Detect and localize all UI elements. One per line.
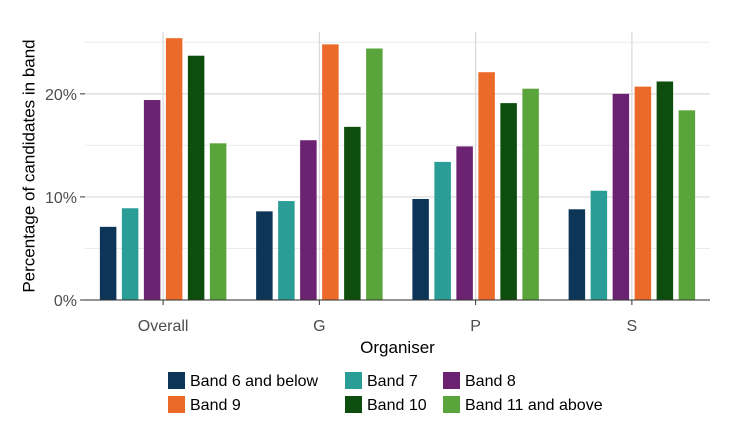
x-tick-label: P xyxy=(470,318,481,335)
bar xyxy=(590,190,608,300)
y-tick-label: 0% xyxy=(54,293,77,310)
bar xyxy=(612,93,630,300)
bar xyxy=(500,103,517,300)
x-tick-label: S xyxy=(627,318,638,335)
bar xyxy=(456,146,473,300)
legend-label: Band 8 xyxy=(465,373,516,390)
bar xyxy=(344,126,361,300)
bar xyxy=(434,161,451,300)
legend: Band 6 and below Band 7 Band 8 Band 9 Band 1… xyxy=(168,372,603,414)
bar xyxy=(412,198,429,300)
legend-swatch xyxy=(443,372,460,389)
bar xyxy=(278,201,295,300)
legend-label: Band 10 xyxy=(367,397,427,414)
bar xyxy=(300,140,317,300)
bar xyxy=(322,44,339,300)
x-tick-label: Overall xyxy=(138,318,189,335)
bar xyxy=(143,100,161,301)
bar xyxy=(568,209,586,300)
bar xyxy=(478,72,495,300)
legend-swatch xyxy=(345,372,362,389)
bars xyxy=(99,38,696,301)
bar xyxy=(99,226,117,300)
y-axis: 0% 10% 20% xyxy=(45,87,85,310)
legend-swatch xyxy=(168,372,185,389)
legend-swatch xyxy=(345,396,362,413)
bar xyxy=(256,211,273,300)
bar xyxy=(121,208,139,300)
bar xyxy=(165,38,183,300)
legend-swatch xyxy=(168,396,185,413)
y-tick-label: 20% xyxy=(45,87,77,104)
bar xyxy=(187,55,205,301)
y-axis-title: Percentage of candidates in band xyxy=(19,39,38,292)
legend-swatch xyxy=(443,396,460,413)
legend-label: Band 7 xyxy=(367,373,418,390)
bar xyxy=(209,143,227,300)
bar xyxy=(522,88,539,300)
legend-label: Band 11 and above xyxy=(465,397,603,414)
x-axis-title: Organiser xyxy=(360,338,435,357)
y-tick-label: 10% xyxy=(45,190,77,207)
x-axis: Overall G P S xyxy=(85,299,710,335)
bar xyxy=(678,110,696,300)
bar xyxy=(366,48,383,300)
bar xyxy=(634,86,652,300)
legend-label: Band 9 xyxy=(190,397,241,414)
legend-label: Band 6 and below xyxy=(190,373,319,390)
bar xyxy=(656,81,674,300)
x-tick-label: G xyxy=(313,318,325,335)
